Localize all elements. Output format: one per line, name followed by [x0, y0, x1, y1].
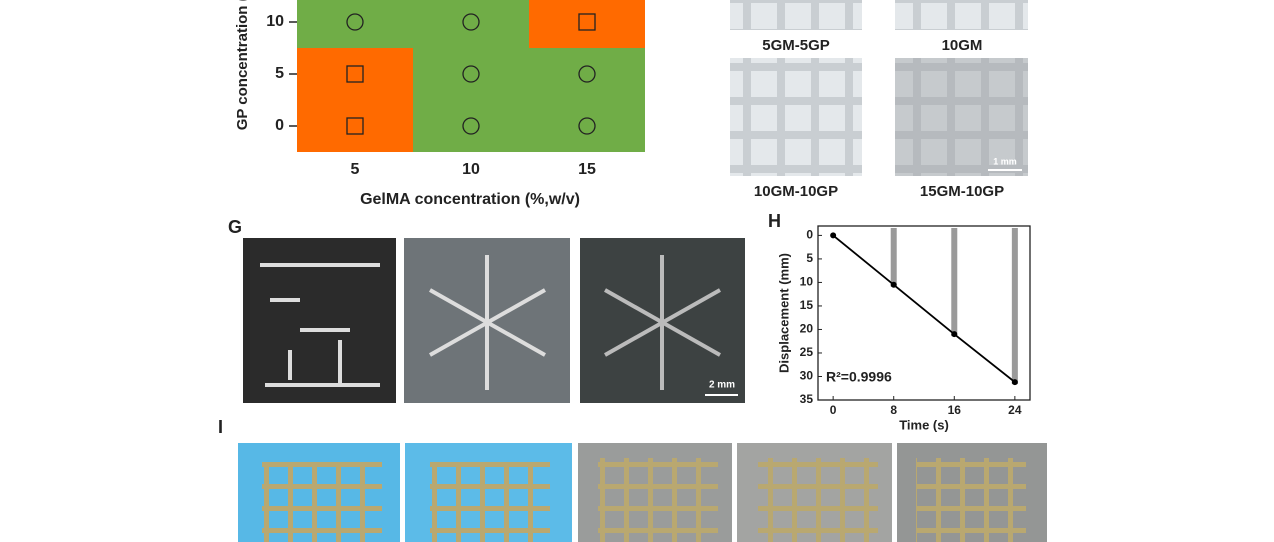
cell — [413, 48, 529, 100]
point — [1011, 379, 1018, 386]
y-tick-label: 0 — [806, 228, 813, 242]
x-tick-label: 8 — [890, 403, 897, 417]
scale-label: 2 mm — [709, 380, 735, 391]
cell — [529, 48, 645, 100]
square-marker — [578, 13, 596, 31]
point — [830, 232, 837, 239]
y-axis-label: GP concentration (%,w/v) — [234, 0, 251, 130]
annotation: R²=0.9996 — [826, 369, 892, 385]
y-tick-label: 5 — [275, 65, 284, 82]
cell — [297, 48, 413, 100]
panel-label: G — [228, 217, 242, 237]
y-tick-label: 15 — [800, 298, 814, 312]
panel-label: H — [768, 211, 781, 231]
x-tick-label: 10 — [462, 161, 480, 178]
circle-marker — [462, 13, 480, 31]
y-axis-label: Displacement (mm) — [776, 253, 791, 373]
cell — [413, 0, 529, 48]
x-tick-label: 24 — [1008, 403, 1022, 417]
photo-strip — [1011, 228, 1018, 385]
photo-strip — [890, 228, 897, 287]
cell — [297, 100, 413, 152]
caption: 10GM-10GP — [754, 183, 838, 200]
x-axis-label: Time (s) — [899, 417, 949, 432]
point — [951, 331, 958, 338]
cell — [413, 100, 529, 152]
photo — [243, 238, 396, 403]
scaffold — [262, 458, 1026, 542]
circle-marker — [462, 117, 480, 135]
point — [890, 281, 897, 288]
x-tick-label: 0 — [830, 403, 837, 417]
cell — [529, 0, 645, 48]
y-tick-label: 20 — [800, 322, 814, 336]
x-axis-label: GelMA concentration (%,w/v) — [360, 191, 580, 208]
print-pattern — [260, 255, 721, 390]
circle-marker — [578, 65, 596, 83]
plot-frame — [817, 225, 1031, 401]
caption: 10GM — [942, 37, 983, 54]
y-tick-label: 35 — [800, 392, 814, 406]
line — [832, 234, 1016, 383]
caption: 5GM-5GP — [762, 37, 830, 54]
panel-label: I — [218, 417, 223, 437]
photo — [730, 0, 862, 30]
square-marker — [346, 65, 364, 83]
caption: 15GM-10GP — [920, 183, 1004, 200]
x-tick-label: 5 — [351, 161, 360, 178]
x-tick-label: 15 — [578, 161, 596, 178]
photo — [730, 58, 862, 176]
y-tick-label: 0 — [275, 117, 284, 134]
photo — [895, 0, 1028, 30]
photo — [895, 58, 1028, 176]
circle-marker — [578, 117, 596, 135]
cell — [297, 0, 413, 48]
y-tick-label: 10 — [266, 13, 284, 30]
y-tick-label: 25 — [800, 345, 814, 359]
y-tick-label: 5 — [806, 251, 813, 265]
y-tick-label: 30 — [800, 369, 814, 383]
circle-marker — [346, 13, 364, 31]
cell — [529, 100, 645, 152]
scale-label: 1 mm — [993, 156, 1017, 166]
square-marker — [346, 117, 364, 135]
x-tick-label: 16 — [948, 403, 962, 417]
circle-marker — [462, 65, 480, 83]
y-tick-label: 10 — [800, 275, 814, 289]
photo-strip — [951, 228, 958, 337]
